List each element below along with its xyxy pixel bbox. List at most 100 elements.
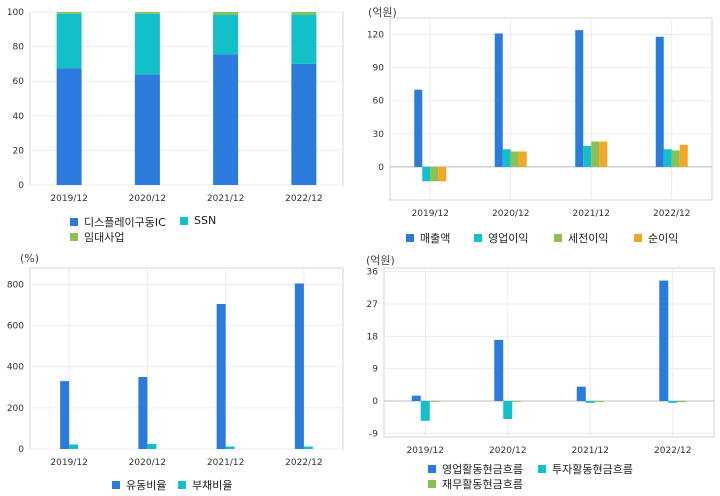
bar	[294, 283, 304, 449]
y-tick-label: 27	[367, 300, 378, 310]
chart-panel-cashflow: (억원) -9 0 9 18 27 36 2019/12 2020/12 2021/12 2022…	[360, 248, 720, 496]
bar	[414, 89, 423, 167]
x-tick-label: 2022/12	[285, 458, 322, 468]
legend-label: SSN	[194, 214, 217, 227]
legend-cashflow: 영업활동현금흐름 투자활동현금흐름 재무활동현금흐름	[428, 461, 718, 493]
y-tick-label: 400	[7, 363, 24, 373]
y-tick-label: 0	[378, 163, 384, 173]
legend-label: 유동비율	[126, 479, 167, 492]
legend-swatch	[112, 481, 120, 489]
bar	[422, 166, 431, 182]
bar	[291, 14, 317, 64]
bar	[502, 149, 511, 167]
legend-swatch	[70, 218, 78, 226]
legend-sales-mix: 디스플레이구동IC SSN 임대사업	[70, 214, 350, 244]
legend-item: 매출액	[406, 230, 450, 246]
chart-ratios: 0 200 400 600 800 2019/12 2020/12 2021/12 2022/1…	[7, 267, 344, 468]
legend-ratios: 유동비율 부채비율	[112, 477, 312, 493]
bar	[420, 401, 430, 421]
bar	[134, 12, 160, 14]
legend-label: 매출액	[420, 232, 451, 245]
bar	[138, 377, 148, 449]
x-tick-label: 2021/12	[207, 458, 244, 468]
legend-item: 세전이익	[554, 230, 608, 246]
bar	[291, 12, 317, 15]
bar	[213, 12, 239, 15]
plot-area	[29, 267, 344, 450]
legend-item: 부채비율	[178, 477, 232, 493]
chart-panel-ratios: (%) 0 200 400 600 800 2019/12 2020/12 2021/12 20…	[0, 248, 360, 496]
y-tick-label: 0	[18, 181, 24, 191]
y-tick-label: 18	[367, 332, 379, 342]
bar	[503, 401, 513, 420]
bar	[591, 141, 600, 167]
bar	[56, 12, 82, 14]
bar	[679, 144, 688, 167]
bar	[134, 74, 160, 185]
bar	[147, 443, 157, 449]
bar	[430, 166, 439, 182]
chart-cashflow: -9 0 9 18 27 36 2019/12 2020/12 2021/12 2022/12	[367, 267, 715, 456]
legend-item: 임대사업	[70, 229, 124, 245]
legend-swatch	[428, 465, 436, 473]
y-tick-label: 60	[13, 77, 25, 87]
legend-item: 순이익	[634, 230, 678, 246]
legend-label: 세전이익	[568, 232, 609, 245]
bar	[134, 13, 160, 75]
legend-swatch	[178, 481, 186, 489]
bar	[213, 14, 239, 55]
legend-item: 영업활동현금흐름	[428, 461, 523, 477]
bar	[677, 401, 687, 403]
legend-income: 매출액 영업이익 세전이익 순이익	[406, 230, 716, 246]
legend-label: 디스플레이구동IC	[84, 216, 166, 229]
unit-label: (%)	[20, 252, 40, 265]
plot-area	[29, 11, 344, 186]
legend-swatch	[538, 465, 546, 473]
legend-item: 디스플레이구동IC	[70, 214, 166, 230]
bar	[655, 36, 664, 167]
y-tick-label: 600	[7, 322, 24, 332]
y-tick-label: 30	[373, 130, 385, 140]
legend-swatch	[554, 234, 562, 242]
bar	[583, 145, 592, 167]
legend-label: 투자활동현금흐름	[552, 463, 633, 476]
x-tick-label: 2021/12	[573, 209, 610, 219]
legend-label: 재무활동현금흐름	[442, 478, 523, 491]
legend-label: 부채비율	[192, 479, 233, 492]
bar	[56, 13, 82, 69]
legend-swatch	[474, 234, 482, 242]
bar	[291, 63, 317, 185]
legend-swatch	[406, 234, 414, 242]
legend-swatch	[180, 216, 188, 225]
bar	[429, 401, 439, 402]
bar	[668, 401, 678, 403]
chart-panel-income: (억원) 0 30 60 90 120 2019/12 2020/12 2021/12 2022…	[360, 0, 720, 248]
legend-swatch	[634, 234, 642, 242]
bar	[594, 401, 604, 403]
bar	[494, 339, 504, 402]
bar	[225, 446, 235, 449]
legend-item: 유동비율	[112, 477, 166, 493]
bar	[216, 303, 226, 449]
bar	[518, 151, 527, 167]
y-tick-label: 200	[7, 404, 24, 414]
unit-label: (억원)	[366, 254, 395, 267]
y-tick-label: 40	[13, 112, 25, 122]
bar	[60, 381, 70, 449]
bar	[671, 150, 680, 167]
legend-item: SSN	[180, 214, 216, 227]
bar	[438, 166, 447, 182]
legend-item: 투자활동현금흐름	[538, 461, 633, 477]
bar	[213, 54, 239, 186]
y-tick-label: 100	[7, 8, 24, 18]
x-tick-label: 2019/12	[412, 209, 449, 219]
y-tick-label: 9	[372, 365, 378, 375]
y-tick-label: 80	[13, 43, 25, 53]
x-tick-label: 2021/12	[572, 446, 609, 456]
x-tick-label: 2019/12	[50, 458, 87, 468]
legend-label: 순이익	[648, 232, 679, 245]
x-tick-label: 2021/12	[207, 194, 244, 204]
x-tick-label: 2022/12	[654, 446, 691, 456]
bar	[663, 149, 672, 167]
legend-item: 영업이익	[474, 230, 528, 246]
